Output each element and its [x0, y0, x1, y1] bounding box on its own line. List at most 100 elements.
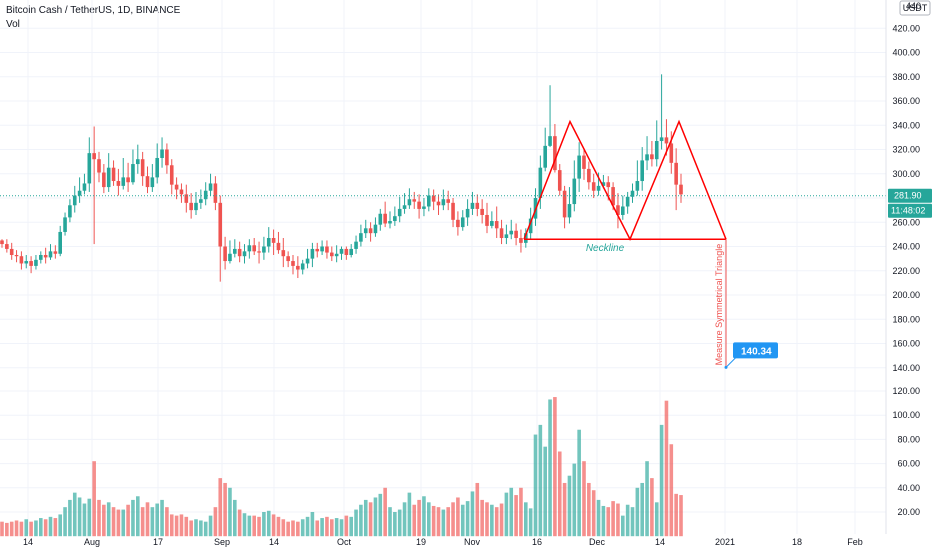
- price-tick-label: 100.00: [892, 410, 920, 420]
- candle-body: [262, 246, 266, 253]
- candle-body: [490, 221, 494, 226]
- volume-bar: [233, 499, 237, 537]
- candle-body: [562, 190, 567, 218]
- volume-bar: [407, 492, 412, 537]
- candle-body: [441, 199, 446, 206]
- volume-bar: [562, 482, 567, 537]
- candle-body: [43, 254, 48, 258]
- volume-bar: [111, 507, 116, 537]
- target-connector: [725, 356, 737, 368]
- time-tick-label: 2021: [715, 537, 735, 547]
- candle-body: [257, 251, 261, 253]
- candle-body: [669, 143, 674, 163]
- candle-body: [305, 258, 310, 264]
- candle-body: [19, 256, 24, 264]
- candle-body: [82, 183, 87, 191]
- volume-bar: [669, 444, 674, 537]
- volume-bar: [601, 505, 606, 537]
- candle-body: [616, 205, 620, 215]
- candle-body: [169, 165, 174, 185]
- candle-body: [106, 167, 111, 188]
- candle-body: [203, 190, 208, 200]
- currency-badge[interactable]: USDT: [899, 0, 931, 16]
- volume-bar: [368, 502, 373, 537]
- volume-bar: [412, 504, 417, 537]
- volume-bar: [247, 515, 252, 537]
- volume-bar: [451, 502, 455, 537]
- candle-body: [383, 213, 387, 224]
- candle-body: [14, 254, 19, 257]
- volume-bar: [587, 482, 591, 537]
- price-tick-label: 60.00: [897, 459, 920, 469]
- candle-body: [310, 248, 315, 259]
- candle-body: [645, 154, 649, 161]
- volume-bar: [310, 512, 315, 537]
- volume-bar: [237, 509, 242, 537]
- candle-body: [640, 160, 644, 182]
- volume-bar: [271, 514, 276, 537]
- volume-bar: [349, 516, 353, 537]
- candle-body: [606, 182, 611, 188]
- candle-body: [504, 234, 509, 239]
- volume-bar: [504, 492, 509, 537]
- volume-bar: [373, 497, 378, 537]
- candle-body: [276, 242, 281, 251]
- candle-body: [417, 201, 421, 209]
- time-tick-label: Feb: [847, 537, 863, 547]
- price-tick-label: 240.00: [892, 242, 920, 252]
- candle-body: [53, 251, 58, 254]
- volume-bar: [82, 503, 87, 537]
- volume-bar: [97, 499, 101, 537]
- candle-body: [34, 259, 38, 266]
- price-tick-label: 120.00: [892, 386, 920, 396]
- countdown-badge: 11:48:02: [888, 203, 932, 218]
- candle-body: [451, 202, 455, 220]
- volume-bar: [436, 507, 441, 537]
- candle-body: [291, 261, 295, 266]
- volume-bar: [320, 518, 324, 537]
- candle-body: [407, 199, 412, 206]
- price-tick-label: 340.00: [892, 120, 920, 130]
- volume-bar: [402, 502, 407, 537]
- candle-body: [97, 159, 101, 173]
- volume-label: Vol: [6, 19, 20, 30]
- candle-body: [596, 185, 601, 191]
- volume-bar: [281, 519, 286, 537]
- volume-bar: [635, 487, 640, 537]
- volume-bar: [165, 507, 169, 537]
- volume-bar: [441, 509, 446, 537]
- current-price-value: 281.90: [894, 191, 922, 201]
- volume-bar: [548, 399, 552, 537]
- price-axis: 20.00 40.00 60.00 80.00 100.00 120.00 140.00 16…: [885, 0, 920, 534]
- candle-body: [58, 231, 62, 254]
- price-tick-label: 80.00: [897, 434, 920, 444]
- volume-bar: [174, 515, 179, 537]
- volume-bar: [286, 521, 290, 537]
- volume-bar: [39, 518, 43, 537]
- volume-bar: [674, 493, 678, 537]
- candle-body: [344, 248, 349, 255]
- candle-body: [87, 153, 92, 184]
- candle-body: [538, 167, 543, 198]
- candle-body: [5, 244, 9, 249]
- volume-bar: [582, 461, 586, 537]
- volume-bar: [354, 509, 358, 537]
- volume-bar: [577, 429, 581, 537]
- price-tick-label: 420.00: [892, 23, 920, 33]
- time-tick-label: 14: [655, 537, 665, 547]
- price-tick-label: 360.00: [892, 96, 920, 106]
- candle-body: [674, 162, 678, 185]
- volume-bar: [5, 522, 9, 537]
- volume-bar: [339, 519, 344, 537]
- volume-bar: [344, 515, 349, 537]
- candle-body: [567, 204, 572, 218]
- volume-bar: [572, 463, 577, 537]
- candle-body: [155, 157, 159, 178]
- measure-label: Measure Symmetrical Triangle: [714, 244, 724, 366]
- candle-body: [480, 208, 484, 215]
- candle-body: [475, 202, 480, 209]
- candle-body: [150, 177, 155, 188]
- candle-body: [136, 159, 140, 165]
- candle-body: [0, 240, 4, 245]
